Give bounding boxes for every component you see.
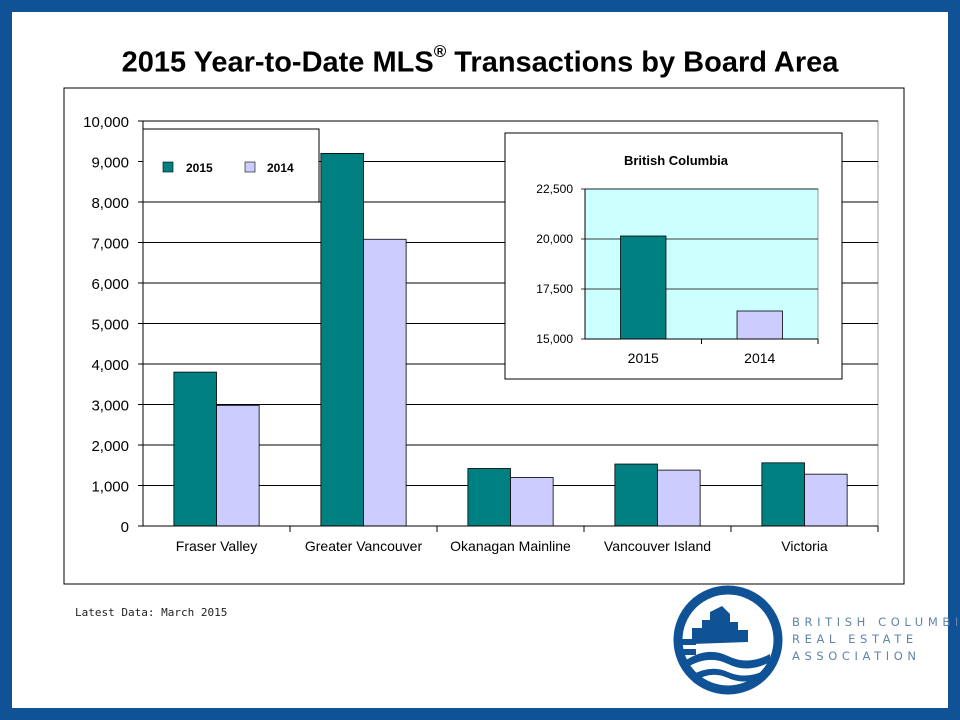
- main-y-tick-label: 7,000: [91, 236, 129, 253]
- legend-swatch-2015: [162, 161, 174, 173]
- chart-title: 2015 Year-to-Date MLS® Transactions by B…: [0, 42, 960, 80]
- bar-2014-greater-vancouver: [363, 238, 407, 527]
- footnote-latest-data: Latest Data: March 2015: [75, 606, 228, 619]
- main-bars: [173, 152, 848, 527]
- legend-label-2014: 2014: [267, 161, 294, 175]
- logo-line-1: BRITISH COLUMBIA: [792, 615, 960, 629]
- legend: 2015 2014: [142, 128, 320, 203]
- bcrea-logo-icon: [673, 585, 783, 695]
- main-y-tick-label: 6,000: [91, 276, 129, 293]
- title-rest: Transactions by Board Area: [446, 46, 839, 79]
- inset-chart: British Columbia 15,000 17,500 20,000 22,50…: [504, 132, 843, 380]
- main-y-tick-label: 10,000: [83, 114, 129, 131]
- bar-2014-vancouver-island: [657, 469, 701, 527]
- main-x-tick-label: Fraser Valley: [176, 538, 257, 554]
- main-axis: 0 1,000 2,000 3,000 4,000 5,000 6,000 7,000 8,00…: [83, 114, 879, 554]
- inset-y-tick-label: 15,000: [536, 332, 573, 346]
- main-x-tick-label: Victoria: [781, 538, 828, 554]
- inset-bar-2014: [736, 310, 783, 340]
- bar-2015-fraser-valley: [173, 371, 217, 527]
- legend-swatch-2014: [244, 161, 256, 173]
- inset-bar-2015: [620, 235, 667, 340]
- main-x-tick-label: Okanagan Mainline: [450, 538, 571, 554]
- main-y-tick-label: 0: [121, 519, 129, 536]
- bar-2014-fraser-valley: [216, 404, 260, 527]
- main-y-tick-label: 8,000: [91, 195, 129, 212]
- inset-axis: 15,000 17,500 20,000 22,500 2015 2014: [536, 182, 819, 366]
- main-y-tick-label: 4,000: [91, 357, 129, 374]
- inset-y-tick-label: 20,000: [536, 232, 573, 246]
- bar-2014-victoria: [804, 473, 848, 527]
- inset-x-tick-label: 2014: [744, 350, 775, 366]
- bar-2015-greater-vancouver: [320, 152, 364, 527]
- main-y-tick-label: 9,000: [91, 155, 129, 172]
- main-y-tick-label: 1,000: [91, 479, 129, 496]
- bar-2015-victoria: [761, 462, 805, 527]
- inset-bars: [620, 235, 783, 340]
- bar-2015-okanagan-mainline: [467, 468, 511, 527]
- logo-line-3: ASSOCIATION: [792, 649, 921, 663]
- registered-mark: ®: [433, 42, 447, 61]
- bcrea-logo-text: BRITISH COLUMBIA REAL ESTATE ASSOCIATION: [792, 614, 960, 665]
- main-y-tick-label: 2,000: [91, 438, 129, 455]
- bar-2015-vancouver-island: [614, 463, 658, 527]
- bar-2014-okanagan-mainline: [510, 476, 554, 527]
- main-y-tick-label: 5,000: [91, 317, 129, 334]
- inset-y-tick-label: 22,500: [536, 182, 573, 196]
- inset-plot-area: [584, 188, 819, 340]
- inset-y-tick-label: 17,500: [536, 282, 573, 296]
- logo-line-2: REAL ESTATE: [792, 632, 918, 646]
- legend-label-2015: 2015: [186, 161, 213, 175]
- inset-x-tick-label: 2015: [628, 350, 659, 366]
- main-x-tick-label: Vancouver Island: [604, 538, 711, 554]
- inset-title: British Columbia: [624, 153, 729, 168]
- main-x-tick-label: Greater Vancouver: [305, 538, 423, 554]
- main-y-tick-label: 3,000: [91, 398, 129, 415]
- title-main: 2015 Year-to-Date MLS: [121, 46, 434, 79]
